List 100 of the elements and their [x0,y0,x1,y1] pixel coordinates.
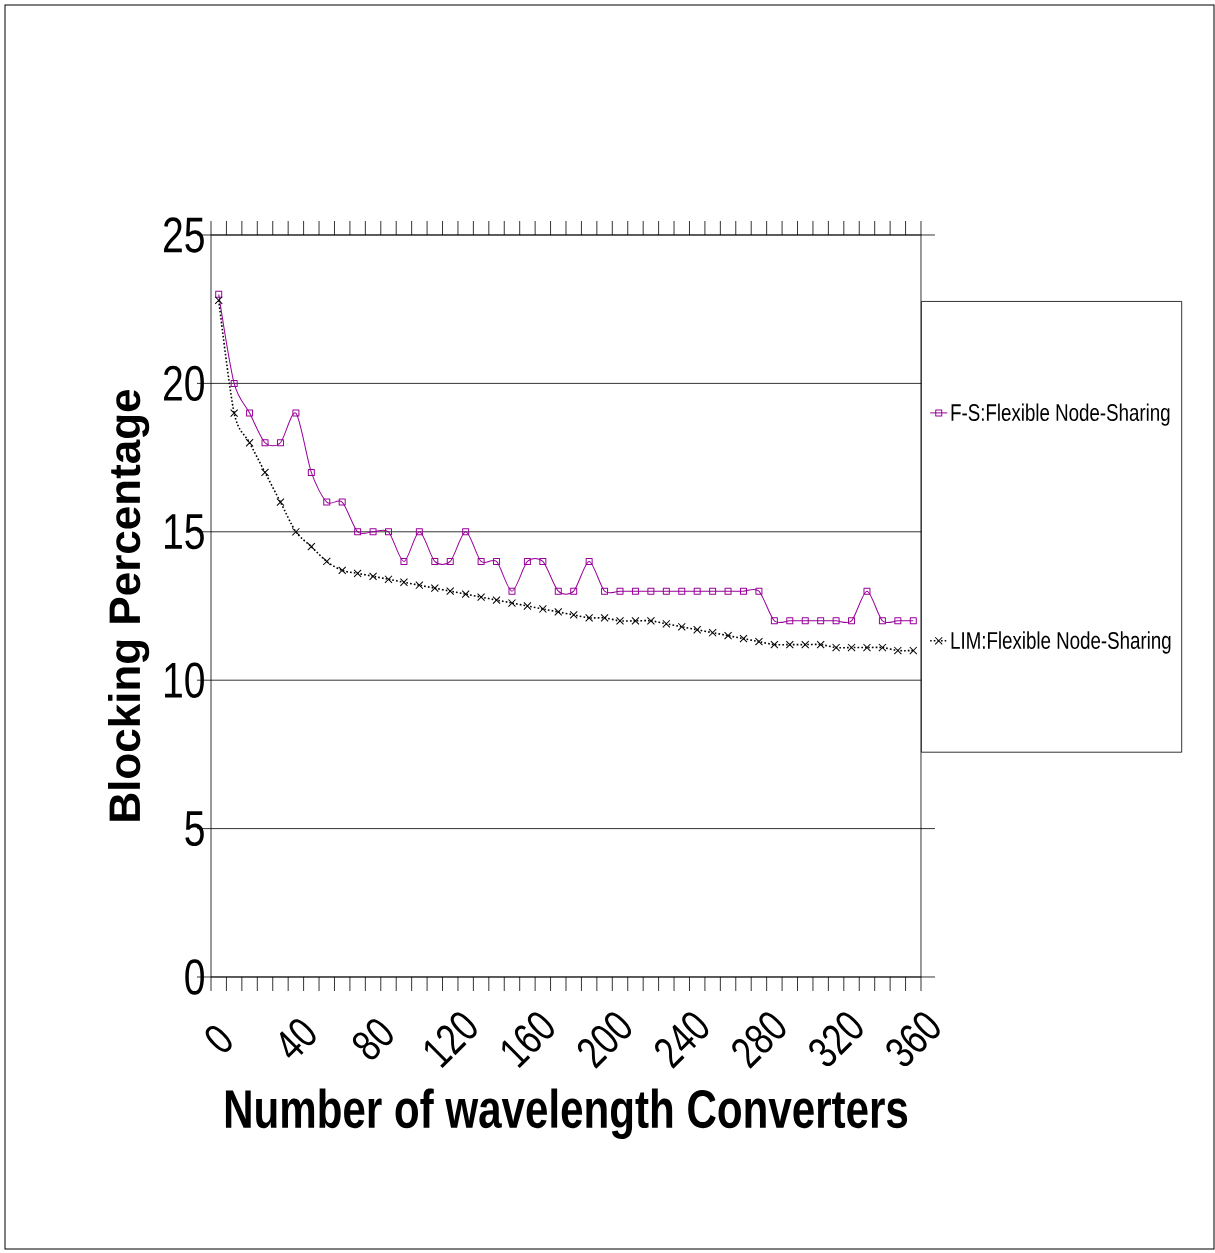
y-tick-label: 15 [165,514,204,550]
point [322,557,331,566]
point [848,617,856,625]
point [507,598,517,608]
x-tick-label: 160 [502,1012,554,1069]
point [245,438,254,447]
x-tick-label: 360 [886,1012,940,1067]
point [909,646,918,655]
y-tick-label: 25 [164,217,204,253]
x-tick-label: 200 [577,1012,632,1069]
point [323,498,331,506]
point [801,617,809,625]
point [291,527,300,536]
point [215,290,223,298]
point [615,616,625,625]
point [585,613,594,622]
point [894,617,902,625]
point [492,596,501,605]
point [647,587,655,595]
point [724,631,733,640]
point [786,617,794,625]
point [477,557,485,565]
point [570,587,578,595]
point [585,557,593,565]
point [523,557,531,565]
point [785,640,794,649]
x-tick-label: 80 [352,1019,393,1060]
point [677,622,686,631]
point [230,379,238,387]
y-tick-label: 0 [185,959,204,995]
point [246,409,254,417]
point [369,572,378,581]
x-tick-label: 0 [205,1025,232,1052]
point [863,587,871,595]
point [878,643,887,652]
point [601,587,609,595]
point [276,439,284,447]
point [662,619,671,628]
point [399,578,408,587]
legend-label: LIM:Flexible Node-Sharing [951,631,1171,654]
point [770,617,778,625]
y-axis-title: Blocking Percentage [108,389,150,821]
point [276,498,285,507]
point [693,587,701,595]
point [415,528,423,536]
point [832,617,840,625]
point [724,587,732,595]
point [693,625,702,634]
point [554,607,563,616]
point [430,584,439,593]
point [400,557,408,565]
point [461,590,470,599]
point [740,587,747,595]
point [847,643,856,652]
x-tick-label: 240 [655,1012,709,1069]
point [616,587,624,595]
point [307,542,316,551]
point [646,616,655,625]
point [862,643,872,652]
point [353,569,362,578]
point [878,617,886,625]
legend-label: F-S:Flexible Node-Sharing [951,403,1170,426]
y-tick-label: 5 [185,811,204,847]
point [415,581,424,590]
point [909,617,917,625]
point [307,468,315,476]
point [462,528,470,536]
point [385,528,392,536]
point [230,409,239,418]
point [338,498,346,506]
point [631,587,639,595]
point [708,628,717,637]
x-tick-label: 120 [425,1012,477,1069]
point [755,587,763,595]
point [739,634,748,643]
point [801,640,810,649]
x-tick-label: 280 [732,1012,786,1069]
point [817,617,825,625]
point [354,528,362,536]
x-tick-label: 320 [809,1012,863,1067]
y-tick-label: 10 [165,662,204,698]
point [292,409,300,417]
point [261,439,269,447]
point [832,643,841,652]
point [678,587,686,595]
point [816,640,825,649]
point [508,587,516,595]
point [260,468,270,477]
point [662,587,670,595]
point [369,528,377,536]
point [214,296,223,305]
point [754,637,763,646]
point [893,646,902,655]
point [523,601,532,611]
point [554,587,562,595]
point [384,575,393,584]
point [431,557,439,565]
point [569,610,578,619]
point [770,640,779,649]
point [539,557,547,565]
